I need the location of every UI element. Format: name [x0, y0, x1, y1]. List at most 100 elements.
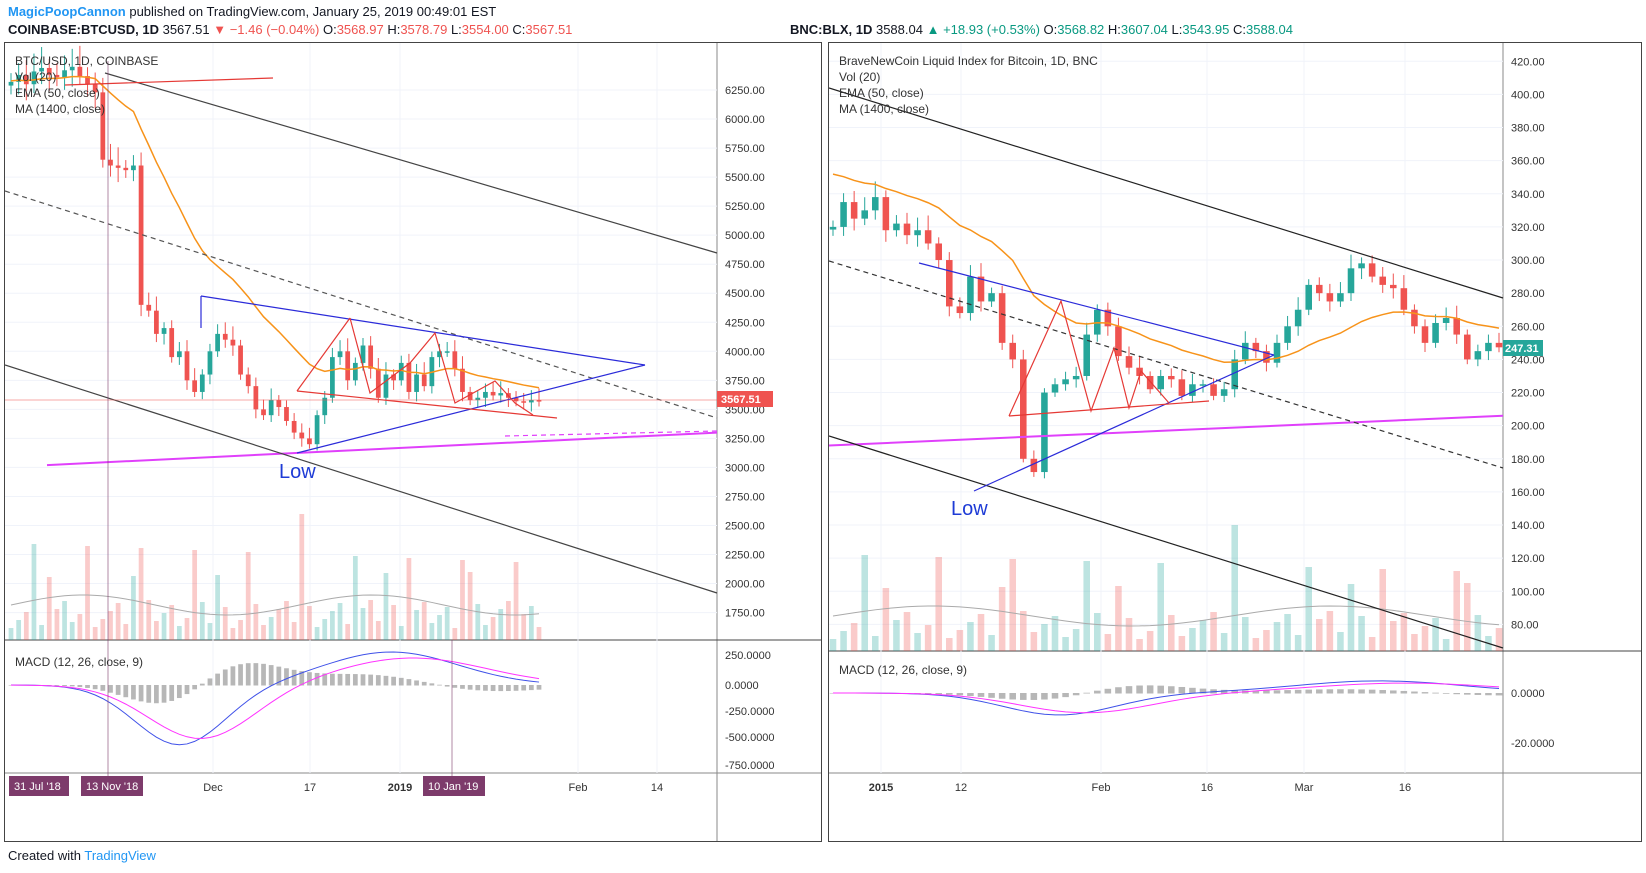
left-x-tick-label: 17 [304, 782, 316, 794]
right-chart-svg[interactable]: 80.00 100.00 120.00 140.00 160.00 180.00 200.0… [829, 43, 1641, 841]
left-volume-bar [337, 603, 343, 640]
right-volume-bar [1263, 630, 1270, 651]
left-volume-bar [352, 556, 358, 640]
left-candle [322, 397, 328, 416]
left-o-label: O: [322, 22, 337, 37]
right-candle [967, 276, 974, 314]
left-close: 3567.51 [525, 22, 573, 37]
left-macd-histogram-bar [483, 685, 488, 691]
left-macd-histogram-bar [330, 673, 335, 686]
left-candle [368, 345, 374, 369]
left-volume-bar [39, 625, 44, 640]
right-volume-bar [956, 630, 964, 651]
left-volume-bar [138, 548, 144, 640]
left-macd-histogram-bar [184, 685, 190, 695]
left-y-tick-label: 3250.00 [725, 433, 765, 445]
left-macd-histogram-bar [245, 663, 251, 686]
right-volume-bar [1220, 633, 1228, 651]
left-lower-channel-line [5, 364, 718, 594]
left-volume-bar [16, 620, 22, 640]
left-candle [490, 391, 496, 396]
right-macd-histogram-bar [1199, 688, 1207, 694]
left-volume-bar [444, 607, 450, 640]
left-ma1400-line [46, 431, 718, 467]
right-candle [850, 202, 858, 219]
right-volume-ma-line [832, 605, 1500, 627]
left-chart-svg[interactable]: 1750.00 2000.00 2250.00 2500.00 2750.00 3000.… [5, 43, 821, 841]
right-legend-vol: Vol (20) [839, 70, 881, 84]
left-macd-histogram-bar [253, 663, 259, 686]
left-y-tick-label: 4750.00 [725, 259, 765, 271]
right-macd-label: MACD (12, 26, close, 9) [839, 663, 968, 677]
left-candle [360, 345, 366, 363]
left-macd-histogram-bar [452, 685, 458, 688]
right-x-tick-label: 2015 [869, 782, 893, 794]
right-high: 3607.04 [1120, 22, 1168, 37]
left-volume-bar [23, 612, 29, 640]
right-macd-histogram-bar [1009, 693, 1016, 700]
left-volume-bar [483, 625, 488, 640]
right-volume-bar [1464, 583, 1471, 651]
right-candle [1337, 293, 1344, 302]
left-volume-bar [161, 613, 167, 640]
left-ema50-line [10, 75, 540, 389]
left-candle [108, 159, 113, 166]
left-macd-histogram-bar [536, 685, 542, 690]
left-volume-bar [330, 611, 335, 640]
right-y-tick-label: 340.00 [1511, 189, 1545, 201]
right-candle [1464, 334, 1471, 360]
left-macd-histogram-bar [131, 685, 136, 700]
right-y-tick-label: 280.00 [1511, 288, 1545, 300]
right-y-tick-label: 140.00 [1511, 520, 1545, 532]
left-macd-histogram-bar [176, 685, 182, 699]
right-volume-bar [1178, 636, 1186, 651]
left-candle [314, 415, 320, 445]
right-y-tick-label: 320.00 [1511, 222, 1545, 234]
left-candle [528, 400, 534, 403]
left-macd-label: MACD (12, 26, close, 9) [15, 655, 144, 669]
left-macd-histogram-bar [146, 685, 152, 703]
left-candle [337, 351, 343, 358]
published-text: published on TradingView.com, January 25… [129, 4, 497, 19]
left-volume-bar [253, 604, 259, 640]
tradingview-logo-text[interactable]: TradingView [84, 848, 156, 863]
left-volume-bar [222, 607, 228, 640]
left-upper-channel-line [104, 72, 718, 254]
left-volume-ma-line [10, 594, 540, 616]
right-volume-bar [1453, 571, 1460, 651]
right-candle [1178, 379, 1186, 396]
left-macd-histogram-bar [215, 673, 220, 686]
right-volume-bar [1368, 637, 1376, 651]
right-volume-bar [1294, 635, 1302, 651]
left-candle [483, 391, 488, 398]
left-candle [215, 333, 220, 352]
left-volume-bar [414, 610, 419, 640]
left-candle [123, 167, 129, 171]
right-macd-histogram-bar [1231, 690, 1238, 694]
right-chart-panel[interactable]: 80.00 100.00 120.00 140.00 160.00 180.00 200.0… [828, 42, 1642, 842]
left-volume-bar [307, 606, 312, 640]
left-pattern-zigzag [349, 317, 534, 416]
left-y-tick-label: 4500.00 [725, 288, 765, 300]
left-candle [222, 333, 228, 340]
right-macd-histogram-bar [1421, 692, 1429, 694]
left-volume-bar [398, 626, 404, 640]
left-volume-bar [230, 628, 236, 640]
left-candle [330, 357, 335, 398]
right-macd-histogram-bar [1305, 689, 1312, 694]
left-volume-bar [238, 620, 243, 640]
left-candle [414, 374, 419, 392]
left-candle [345, 351, 351, 381]
right-candle [1041, 392, 1048, 473]
right-symbol: BNC:BLX, 1D [790, 22, 873, 37]
right-macd-histogram-bar [1157, 685, 1164, 694]
left-price-badge: 3567.51 [721, 394, 761, 406]
left-candle [207, 351, 213, 375]
left-chart-panel[interactable]: 1750.00 2000.00 2250.00 2500.00 2750.00 3000.… [4, 42, 822, 842]
right-macd-histogram-bar [1273, 690, 1281, 694]
right-volume-bar [988, 635, 995, 651]
right-macd-histogram-bar [1464, 693, 1471, 695]
right-volume-bar [1051, 616, 1059, 651]
right-macd-histogram-bar [1379, 690, 1386, 694]
author-link[interactable]: MagicPoopCannon [8, 4, 126, 19]
